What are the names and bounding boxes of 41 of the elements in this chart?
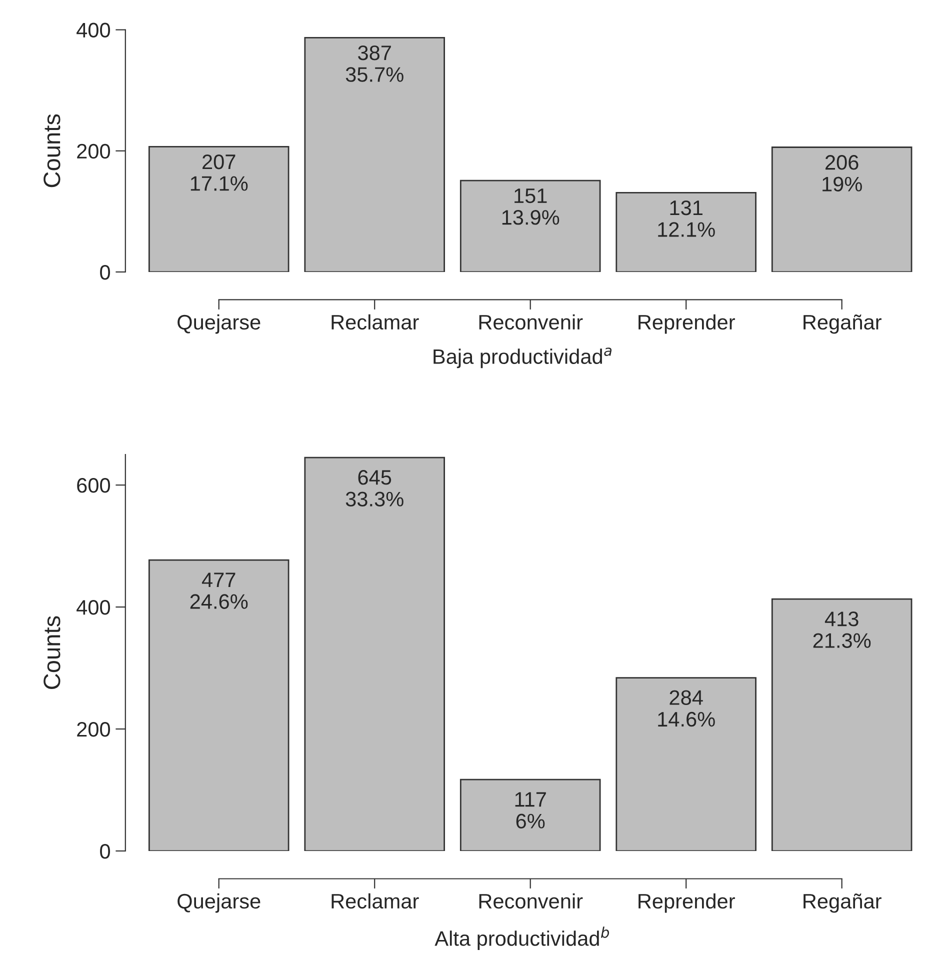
y-tick-label: 400	[76, 22, 110, 38]
data-label: 206 19%	[822, 155, 862, 192]
data-label: 207 17.1%	[190, 154, 248, 191]
x-tick-label: Quejarse	[178, 314, 260, 334]
x-axis-title: Alta productividad$^{b}$	[434, 926, 610, 950]
x-tick-label: Reconvenir	[479, 893, 583, 909]
y-tick-label: 400	[76, 600, 110, 615]
bar	[460, 778, 601, 851]
bar	[460, 180, 601, 272]
bar	[771, 598, 912, 851]
bar	[148, 146, 290, 272]
data-label: 645 33.3%	[346, 470, 404, 506]
x-tick-label: Reconvenir	[479, 314, 583, 330]
y-axis-title: Counts	[44, 114, 60, 188]
data-label: 413 21.3%	[813, 612, 871, 648]
data-label: 131 12.1%	[658, 200, 715, 237]
bar	[616, 677, 756, 851]
bar	[304, 36, 445, 272]
y-tick-label: 200	[77, 144, 110, 159]
x-tick-label: Regañar	[804, 314, 882, 334]
y-axis-title: Counts	[44, 616, 60, 689]
data-label: 387 35.7%	[346, 45, 404, 82]
bar	[304, 456, 445, 851]
x-tick-label: Regañar	[804, 893, 882, 913]
x-tick-label: Reclamar	[332, 893, 419, 909]
x-tick-label: Reprender	[638, 893, 735, 913]
bar	[148, 559, 290, 851]
bar	[616, 192, 756, 272]
data-label: 477 24.6%	[190, 572, 248, 609]
x-tick-label: Reprender	[638, 314, 735, 334]
y-tick-label: 600	[77, 478, 110, 493]
y-tick-label: 200	[77, 722, 110, 737]
x-tick-label: Reclamar	[332, 314, 419, 330]
data-label: 284 14.6%	[658, 690, 715, 727]
data-label: 151 13.9%	[502, 188, 560, 225]
bar	[771, 146, 912, 272]
x-tick-label: Quejarse	[178, 893, 260, 913]
data-label: 117 6%	[515, 792, 546, 828]
x-axis-title: Baja productividad$^{a}$	[434, 348, 612, 368]
y-tick-label: 0	[100, 264, 110, 280]
y-tick-label: 0	[100, 844, 110, 859]
